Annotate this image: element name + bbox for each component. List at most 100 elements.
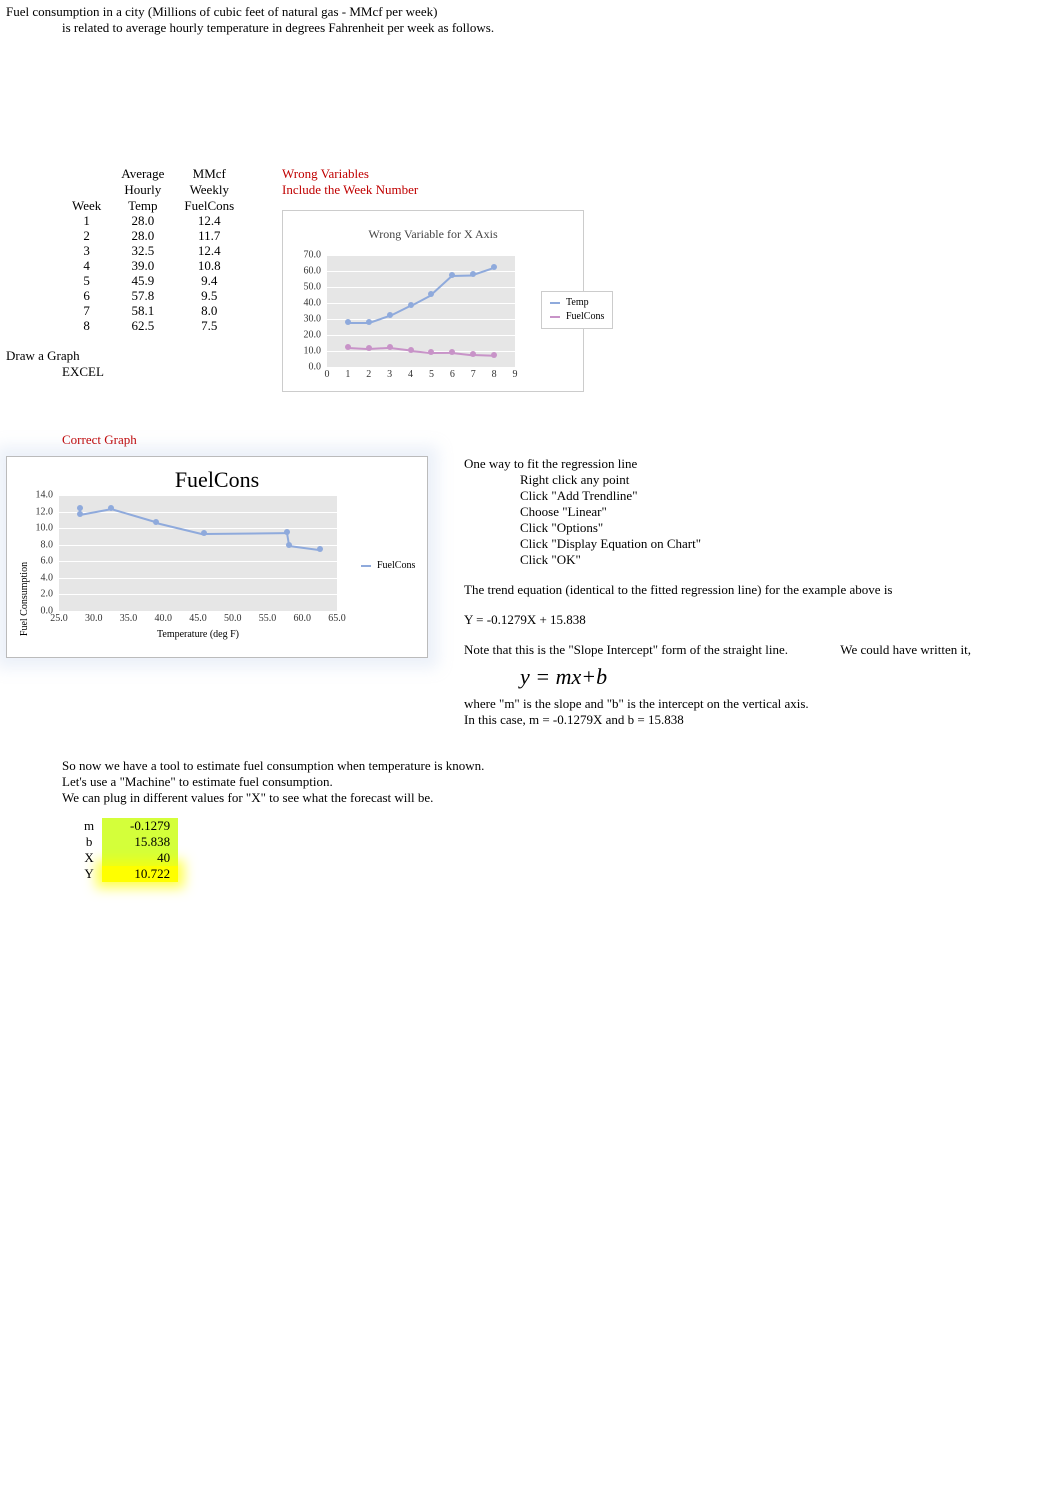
table-row: 862.57.5 xyxy=(62,319,244,334)
legend-swatch xyxy=(550,302,560,304)
gridline xyxy=(59,528,337,529)
y-tick-label: 40.0 xyxy=(304,298,322,309)
data-table: Average MMcf Hourly Weekly Week Temp Fue… xyxy=(62,166,244,334)
x-tick-label: 8 xyxy=(492,369,497,380)
regression-step: Click "Add Trendline" xyxy=(520,488,971,504)
y-tick-label: 10.0 xyxy=(36,523,54,534)
bottom-l1: So now we have a tool to estimate fuel c… xyxy=(62,758,1062,774)
machine-value: 40 xyxy=(102,850,178,866)
y-tick-label: 4.0 xyxy=(41,572,54,583)
legend: FuelCons xyxy=(353,555,423,577)
cell-fuel: 11.7 xyxy=(174,229,244,244)
cell-week: 8 xyxy=(62,319,111,334)
y-tick-label: 20.0 xyxy=(304,330,322,341)
gridline xyxy=(327,335,515,336)
regression-step: Click "OK" xyxy=(520,552,971,568)
cell-fuel: 10.8 xyxy=(174,259,244,274)
gridline xyxy=(327,287,515,288)
wrong-chart-block: Wrong Variables Include the Week Number … xyxy=(282,166,584,396)
machine-label: Y xyxy=(76,866,102,882)
correct-chart-wrapper: 0.02.04.06.08.010.012.014.025.030.035.04… xyxy=(6,456,436,658)
x-tick-label: 35.0 xyxy=(120,613,138,624)
cell-week: 2 xyxy=(62,229,111,244)
machine-row: X40 xyxy=(76,850,178,866)
row-data-and-wrong-chart: Average MMcf Hourly Weekly Week Temp Fue… xyxy=(6,166,1062,396)
gridline xyxy=(59,611,337,612)
draw-graph-block: Draw a Graph EXCEL xyxy=(6,348,252,380)
x-tick-label: 4 xyxy=(408,369,413,380)
gridline xyxy=(59,578,337,579)
regression-step: Click "Options" xyxy=(520,520,971,536)
machine-row: b15.838 xyxy=(76,834,178,850)
regression-text-block: One way to fit the regression line Right… xyxy=(464,456,971,728)
note-a: Note that this is the "Slope Intercept" … xyxy=(464,642,788,657)
draw-graph-line2: EXCEL xyxy=(62,364,252,380)
machine-row: Y10.722 xyxy=(76,866,178,882)
cell-fuel: 9.5 xyxy=(174,289,244,304)
cell-fuel: 9.4 xyxy=(174,274,244,289)
cell-week: 1 xyxy=(62,214,111,229)
gridline xyxy=(327,303,515,304)
table-row: 228.011.7 xyxy=(62,229,244,244)
bottom-l2: Let's use a "Machine" to estimate fuel c… xyxy=(62,774,1062,790)
x-tick-label: 9 xyxy=(513,369,518,380)
y-tick-label: 60.0 xyxy=(304,266,322,277)
where-line: where "m" is the slope and "b" is the in… xyxy=(464,696,971,712)
legend: TempFuelCons xyxy=(541,291,613,329)
regression-step: Click "Display Equation on Chart" xyxy=(520,536,971,552)
x-tick-label: 45.0 xyxy=(189,613,207,624)
x-tick-label: 25.0 xyxy=(50,613,68,624)
y-tick-label: 70.0 xyxy=(304,250,322,261)
x-tick-label: 40.0 xyxy=(155,613,173,624)
cell-temp: 28.0 xyxy=(111,229,174,244)
table-row: 657.89.5 xyxy=(62,289,244,304)
gridline xyxy=(327,367,515,368)
bottom-text: So now we have a tool to estimate fuel c… xyxy=(62,758,1062,806)
cell-week: 6 xyxy=(62,289,111,304)
x-tick-label: 6 xyxy=(450,369,455,380)
cell-week: 4 xyxy=(62,259,111,274)
regression-step: Choose "Linear" xyxy=(520,504,971,520)
y-tick-label: 50.0 xyxy=(304,282,322,293)
x-tick-label: 0 xyxy=(325,369,330,380)
hdr-fuel-1: MMcf xyxy=(174,166,244,182)
correct-chart: 0.02.04.06.08.010.012.014.025.030.035.04… xyxy=(6,456,428,658)
y-tick-label: 12.0 xyxy=(36,506,54,517)
wrong-chart: 0.010.020.030.040.050.060.070.0012345678… xyxy=(282,210,584,392)
cell-week: 3 xyxy=(62,244,111,259)
gridline xyxy=(327,255,515,256)
cell-temp: 28.0 xyxy=(111,214,174,229)
cell-temp: 32.5 xyxy=(111,244,174,259)
y-axis-title: Fuel Consumption xyxy=(19,562,30,636)
gridline xyxy=(59,495,337,496)
y-tick-label: 10.0 xyxy=(304,346,322,357)
correct-chart-title: FuelCons xyxy=(7,459,427,493)
x-tick-label: 3 xyxy=(387,369,392,380)
data-table-block: Average MMcf Hourly Weekly Week Temp Fue… xyxy=(62,166,252,334)
x-tick-label: 30.0 xyxy=(85,613,103,624)
cell-temp: 57.8 xyxy=(111,289,174,304)
machine-label: X xyxy=(76,850,102,866)
cell-fuel: 12.4 xyxy=(174,244,244,259)
trend-intro: The trend equation (identical to the fit… xyxy=(464,582,971,598)
legend-label: FuelCons xyxy=(566,310,604,324)
legend-swatch xyxy=(550,316,560,318)
table-row: 439.010.8 xyxy=(62,259,244,274)
machine-value: -0.1279 xyxy=(102,818,178,834)
machine-value: 15.838 xyxy=(102,834,178,850)
machine-table: m-0.1279b15.838X40Y10.722 xyxy=(76,818,178,882)
machine-label: m xyxy=(76,818,102,834)
bottom-l3: We can plug in different values for "X" … xyxy=(62,790,1062,806)
table-row: 128.012.4 xyxy=(62,214,244,229)
correct-graph-label: Correct Graph xyxy=(62,432,1062,448)
hdr-temp-2: Hourly xyxy=(111,182,174,198)
table-row: 545.99.4 xyxy=(62,274,244,289)
cell-fuel: 12.4 xyxy=(174,214,244,229)
y-tick-label: 6.0 xyxy=(41,556,54,567)
cell-temp: 39.0 xyxy=(111,259,174,274)
data-point xyxy=(491,264,497,270)
gridline xyxy=(59,561,337,562)
table-row: 332.512.4 xyxy=(62,244,244,259)
row-correct-and-text: 0.02.04.06.08.010.012.014.025.030.035.04… xyxy=(6,456,1062,728)
left-column: Average MMcf Hourly Weekly Week Temp Fue… xyxy=(6,166,252,380)
